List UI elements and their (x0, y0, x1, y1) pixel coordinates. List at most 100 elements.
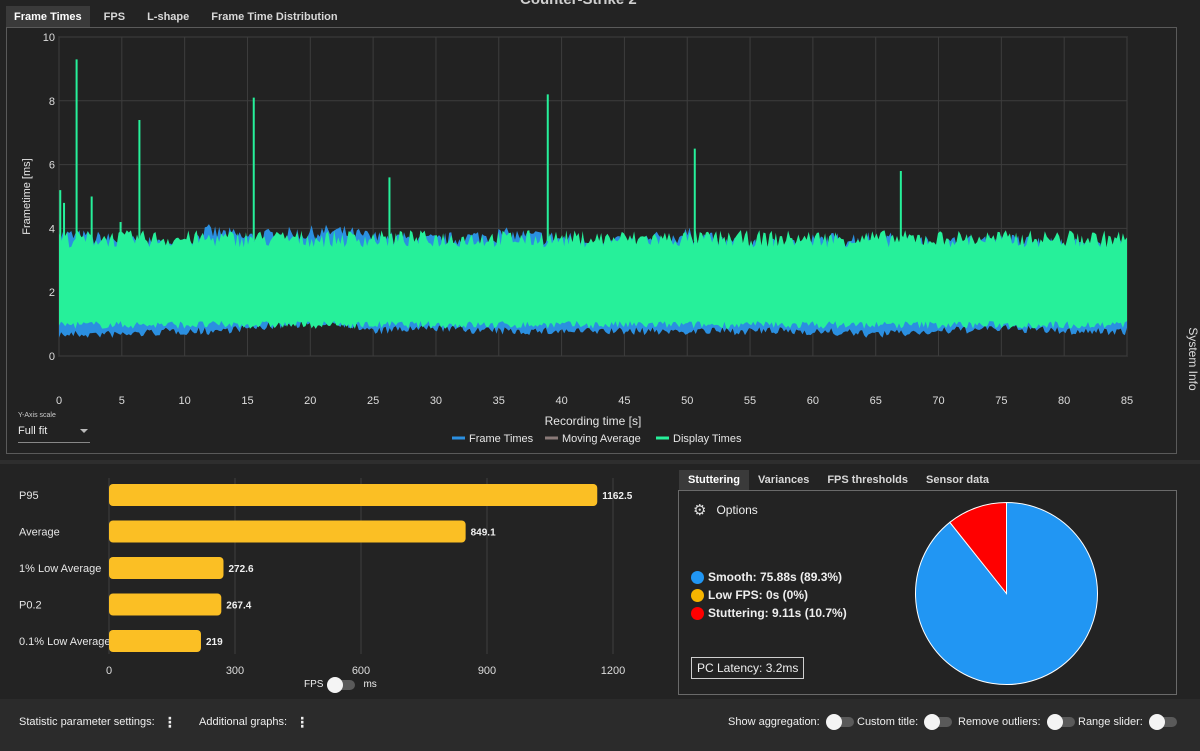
show-aggregation-toggle[interactable] (825, 714, 854, 730)
x-tick-label: 15 (241, 395, 253, 407)
remove-outliers: Remove outliers: (958, 714, 1075, 730)
legend-label: Frame Times (469, 433, 534, 445)
display-times-series (59, 230, 1127, 329)
bar-category-label: P0.2 (19, 600, 42, 612)
x-tick-label: 50 (681, 395, 693, 407)
more-vertical-icon[interactable]: ⋮ (162, 714, 177, 730)
statistic-parameter-settings: Statistic parameter settings: ⋮ (19, 714, 177, 730)
tab-sensor-data[interactable]: Sensor data (926, 474, 989, 486)
tab-variances[interactable]: Variances (757, 474, 810, 486)
more-vertical-icon[interactable]: ⋮ (295, 714, 310, 730)
additional-graphs: Additional graphs: ⋮ (199, 714, 310, 730)
bar-x-tick-label: 900 (478, 665, 496, 677)
tab-frame-time-distribution[interactable]: Frame Time Distribution (211, 11, 338, 23)
bar-value-label: 219 (206, 637, 223, 648)
stuttering-panel: ⚙ Options Smooth: 75.88s (89.3%) Low FPS… (678, 490, 1177, 695)
y-axis-scale-value: Full fit (18, 425, 48, 437)
bar-value-label: 849.1 (471, 528, 496, 539)
show-aggregation: Show aggregation: (728, 714, 854, 730)
frametime-chart[interactable]: 0 5 10 15 20 25 30 35 40 45 50 55 60 65 70 75 80 85 0 2 4 6 8 1… (7, 28, 1178, 455)
remove-outliers-label: Remove outliers: (958, 716, 1041, 728)
tab-l-shape[interactable]: L-shape (147, 11, 190, 23)
chevron-down-icon (80, 429, 88, 433)
x-axis-label: Recording time [s] (545, 414, 642, 428)
x-tick-label: 5 (119, 395, 125, 407)
bar-x-tick-label: 0 (106, 665, 112, 677)
x-tick-label: 20 (304, 395, 316, 407)
stat-bar (109, 484, 598, 506)
y-tick-label: 6 (49, 160, 55, 172)
bar-category-label: Average (19, 527, 60, 539)
legend-low-fps: Low FPS: 0s (0%) (691, 586, 847, 604)
custom-title-toggle[interactable] (924, 714, 953, 730)
bar-category-label: 1% Low Average (19, 563, 101, 575)
graph-tabs: Frame Times FPS L-shape Frame Time Distr… (6, 6, 352, 28)
x-tick-label: 10 (179, 395, 191, 407)
options-label: Options (716, 503, 758, 517)
x-tick-label: 25 (367, 395, 379, 407)
remove-outliers-toggle[interactable] (1046, 714, 1075, 730)
stat-bar (109, 557, 224, 579)
bar-category-label: P95 (19, 490, 39, 502)
statistics-bar-chart: 0 300 600 900 1200 P95 1162.5 Average 849.1 1% Lo… (19, 478, 633, 677)
y-tick-label: 8 (49, 96, 55, 108)
pc-latency-box: PC Latency: 3.2ms (691, 657, 805, 679)
window-title: Counter-Strike 2 (520, 0, 637, 8)
tab-stuttering[interactable]: Stuttering (679, 470, 749, 490)
x-tick-label: 30 (430, 395, 442, 407)
bar-x-tick-label: 1200 (601, 665, 625, 677)
panel-divider (0, 460, 1200, 464)
stuttering-text: Stuttering: 9.11s (10.7%) (708, 606, 847, 620)
bar-value-label: 1162.5 (602, 491, 632, 502)
ms-label: ms (363, 679, 377, 690)
fps-label: FPS (304, 679, 324, 690)
frametime-chart-panel: 0 5 10 15 20 25 30 35 40 45 50 55 60 65 70 75 80 85 0 2 4 6 8 1… (6, 27, 1177, 454)
pie-slice-stuttering (949, 501, 1007, 595)
options-button[interactable]: ⚙ Options (693, 501, 758, 519)
range-slider-label: Range slider: (1078, 716, 1143, 728)
statistics-panel: 0 300 600 900 1200 P95 1162.5 Average 849.1 1% Lo… (6, 466, 672, 698)
stat-tabs: Stuttering Variances FPS thresholds Sens… (679, 470, 998, 490)
stutter-pie-chart (915, 501, 1098, 685)
statistic-parameter-settings-label: Statistic parameter settings: (19, 716, 155, 728)
bar-category-label: 0.1% Low Average (19, 636, 111, 648)
bar-value-label: 267.4 (226, 601, 251, 612)
unit-toggle[interactable] (327, 676, 356, 693)
tab-frame-times[interactable]: Frame Times (6, 6, 90, 28)
legend-stuttering: Stuttering: 9.11s (10.7%) (691, 604, 847, 622)
tab-fps-thresholds[interactable]: FPS thresholds (827, 474, 909, 486)
low-fps-dot-icon (691, 588, 704, 602)
x-tick-label: 80 (1058, 395, 1070, 407)
system-info-label: System Info (1186, 327, 1200, 391)
x-tick-label: 0 (56, 395, 62, 407)
y-tick-label: 0 (49, 351, 55, 363)
x-tick-label: 75 (995, 395, 1007, 407)
y-tick-label: 2 (49, 287, 55, 299)
system-info-toggle[interactable]: System Info (1183, 300, 1200, 420)
bar-x-tick-label: 600 (352, 665, 370, 677)
x-tick-label: 60 (807, 395, 819, 407)
toggle-knob (327, 676, 344, 693)
custom-title-label: Custom title: (857, 716, 919, 728)
x-tick-label: 65 (870, 395, 882, 407)
legend-label: Display Times (673, 433, 742, 445)
custom-title: Custom title: (857, 714, 953, 730)
legend-smooth: Smooth: 75.88s (89.3%) (691, 568, 847, 586)
y-axis-scale-label: Y-Axis scale (18, 412, 56, 419)
y-axis-scale-select[interactable]: Full fit (18, 425, 90, 443)
range-slider-toggle[interactable] (1148, 714, 1177, 730)
x-tick-label: 55 (744, 395, 756, 407)
low-fps-text: Low FPS: 0s (0%) (708, 588, 809, 602)
bar-value-label: 272.6 (228, 564, 253, 575)
stat-bar (109, 520, 466, 543)
bottom-toolbar: Statistic parameter settings: ⋮ Addition… (0, 699, 1200, 751)
range-slider: Range slider: (1078, 714, 1177, 730)
stat-bar (109, 630, 201, 652)
fps-ms-switch[interactable]: FPS ms (304, 676, 377, 693)
toggle-knob (825, 714, 842, 730)
x-tick-label: 35 (493, 395, 505, 407)
x-tick-label: 40 (555, 395, 567, 407)
toggle-knob (1046, 714, 1063, 730)
y-tick-label: 10 (43, 32, 55, 44)
tab-fps[interactable]: FPS (103, 11, 126, 23)
